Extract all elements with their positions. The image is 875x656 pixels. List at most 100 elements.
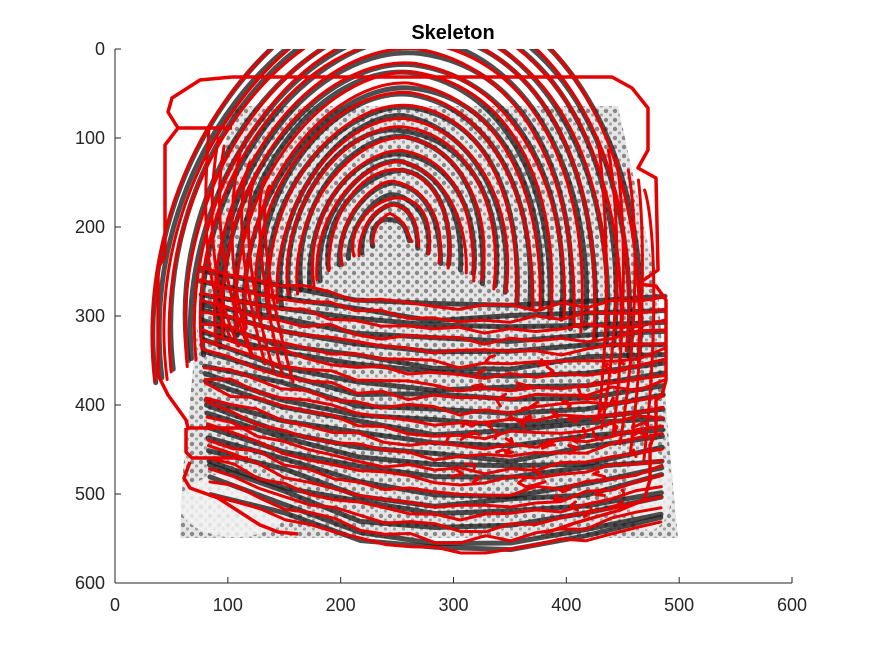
skeleton-line (275, 117, 510, 304)
skeleton-fragment (459, 431, 481, 442)
skeleton-line (596, 138, 608, 422)
skeleton-line (150, 49, 641, 383)
skeleton-fragment (582, 506, 593, 519)
skeleton-line (204, 128, 234, 342)
skeleton-fragment (620, 488, 626, 496)
skeleton-fragment (577, 426, 588, 441)
skeleton-line (201, 328, 666, 380)
skeleton-line (295, 135, 486, 296)
skeleton-fragment (577, 388, 589, 399)
ridge-line (202, 371, 666, 429)
roi-boundary (156, 75, 668, 536)
skeleton-fragment (450, 467, 465, 478)
skeleton-line (254, 91, 535, 317)
skeleton-line (351, 196, 431, 258)
skeleton-line (263, 184, 295, 384)
skeleton-fragment (504, 447, 513, 455)
fingerprint-image (150, 49, 678, 555)
skeleton-fragment (558, 487, 571, 494)
skeleton-line (199, 291, 667, 335)
skeleton-line (357, 203, 421, 258)
ridge-line (205, 435, 665, 500)
skeleton-fragment (562, 400, 572, 410)
skeleton-line (204, 381, 665, 441)
skeleton-fragment (504, 436, 514, 445)
skeleton-fragment (577, 380, 597, 388)
skeleton-line (192, 49, 597, 362)
x-tick-label: 600 (777, 595, 807, 615)
skeleton-fragment (471, 383, 486, 390)
skeleton-line (203, 377, 665, 427)
y-tick-label: 100 (75, 128, 105, 148)
skeleton-line (206, 438, 664, 497)
skeleton-line (218, 144, 252, 354)
skeleton-fragment (541, 438, 556, 447)
skeleton-fragment (520, 382, 534, 389)
skeleton-fragment (591, 413, 603, 423)
y-tick-label: 600 (75, 573, 105, 593)
skeleton-fragment (568, 434, 579, 444)
skeleton-line (258, 176, 284, 378)
skeleton-line (207, 456, 663, 522)
ridge-line (202, 363, 666, 416)
skeleton-fragment (545, 365, 555, 375)
skeleton-line (207, 444, 664, 509)
skeleton-fragment (474, 368, 487, 379)
skeleton-fragment (569, 500, 579, 512)
chart-title: Skeleton (411, 22, 494, 44)
skeleton-fragment (630, 421, 650, 429)
skeleton-line (208, 480, 663, 545)
skeleton-line (199, 278, 667, 324)
skeleton-fragment (515, 381, 523, 391)
x-tick-label: 200 (326, 595, 356, 615)
skeleton-fragment (552, 493, 564, 502)
skeleton-fragment (550, 409, 559, 420)
skeleton-line (600, 148, 619, 430)
skeleton-line (205, 400, 664, 462)
y-tick-label: 200 (75, 217, 105, 237)
skeleton-line (204, 396, 665, 451)
skeleton-fragment (520, 415, 533, 426)
skeleton-fragment (617, 358, 625, 366)
skeleton-line (240, 160, 267, 366)
skeleton-line (203, 366, 665, 417)
skeleton-fragment (608, 420, 619, 434)
skeleton-fragment (493, 428, 499, 440)
skeleton-fragment (608, 500, 624, 509)
skeleton-line (208, 467, 663, 534)
x-tick-label: 400 (551, 595, 581, 615)
skeleton-line (198, 265, 667, 313)
skeleton-line (209, 493, 663, 555)
skeleton-line (285, 125, 498, 297)
ridge-line (204, 410, 665, 469)
skeleton-fragment (461, 420, 480, 428)
y-tick-label: 400 (75, 395, 105, 415)
ridge-line (205, 424, 665, 480)
ridge-line (200, 317, 667, 372)
skeleton-fragment (461, 419, 466, 428)
skeleton-fragment (471, 475, 482, 485)
skeleton-line (311, 149, 476, 288)
skeleton-fragment (526, 480, 547, 488)
skeleton-fragment (531, 465, 543, 476)
skeleton-fragment (567, 414, 583, 424)
skeleton-fragment (495, 392, 508, 408)
ridge-line (199, 49, 589, 358)
skeleton-line (339, 179, 442, 267)
skeleton-line (201, 322, 666, 370)
skeleton-line (611, 158, 625, 438)
skeleton-line (210, 136, 241, 348)
skeleton-fragment (608, 366, 627, 375)
skeleton-fragment (567, 444, 580, 456)
ridge-line (204, 402, 665, 464)
x-tick-label: 0 (110, 595, 120, 615)
skeleton-fragment (507, 415, 521, 424)
y-tick-label: 0 (95, 39, 105, 59)
skeleton-fragment (609, 396, 616, 403)
y-tick-label: 300 (75, 306, 105, 326)
skeleton-fragment (520, 400, 539, 411)
skeleton-fragment (594, 487, 606, 497)
skeleton-fragment (464, 462, 476, 471)
skeleton-line (230, 152, 255, 360)
